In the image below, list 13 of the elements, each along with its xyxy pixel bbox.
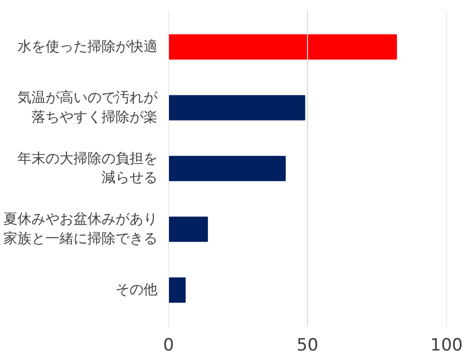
bar [168, 277, 186, 303]
bar [168, 216, 208, 242]
x-tick-label: 100 [430, 336, 463, 353]
y-tick-label: その他 [116, 282, 158, 298]
bar [168, 156, 286, 182]
y-tick-label: 水を使った掃除が快適 [18, 38, 158, 55]
bar [168, 95, 306, 120]
y-tick-label: 年末の大掃除の負担を減らせる [18, 150, 158, 186]
x-tick-label: 0 [163, 336, 174, 353]
y-tick-label: 夏休みやお盆休みがあり家族と一緒に掃除できる [4, 212, 158, 247]
x-tick-label: 50 [296, 336, 318, 353]
bar [168, 34, 397, 60]
y-tick-label: 気温が高いので汚れが落ちやすく掃除が楽 [18, 90, 158, 126]
